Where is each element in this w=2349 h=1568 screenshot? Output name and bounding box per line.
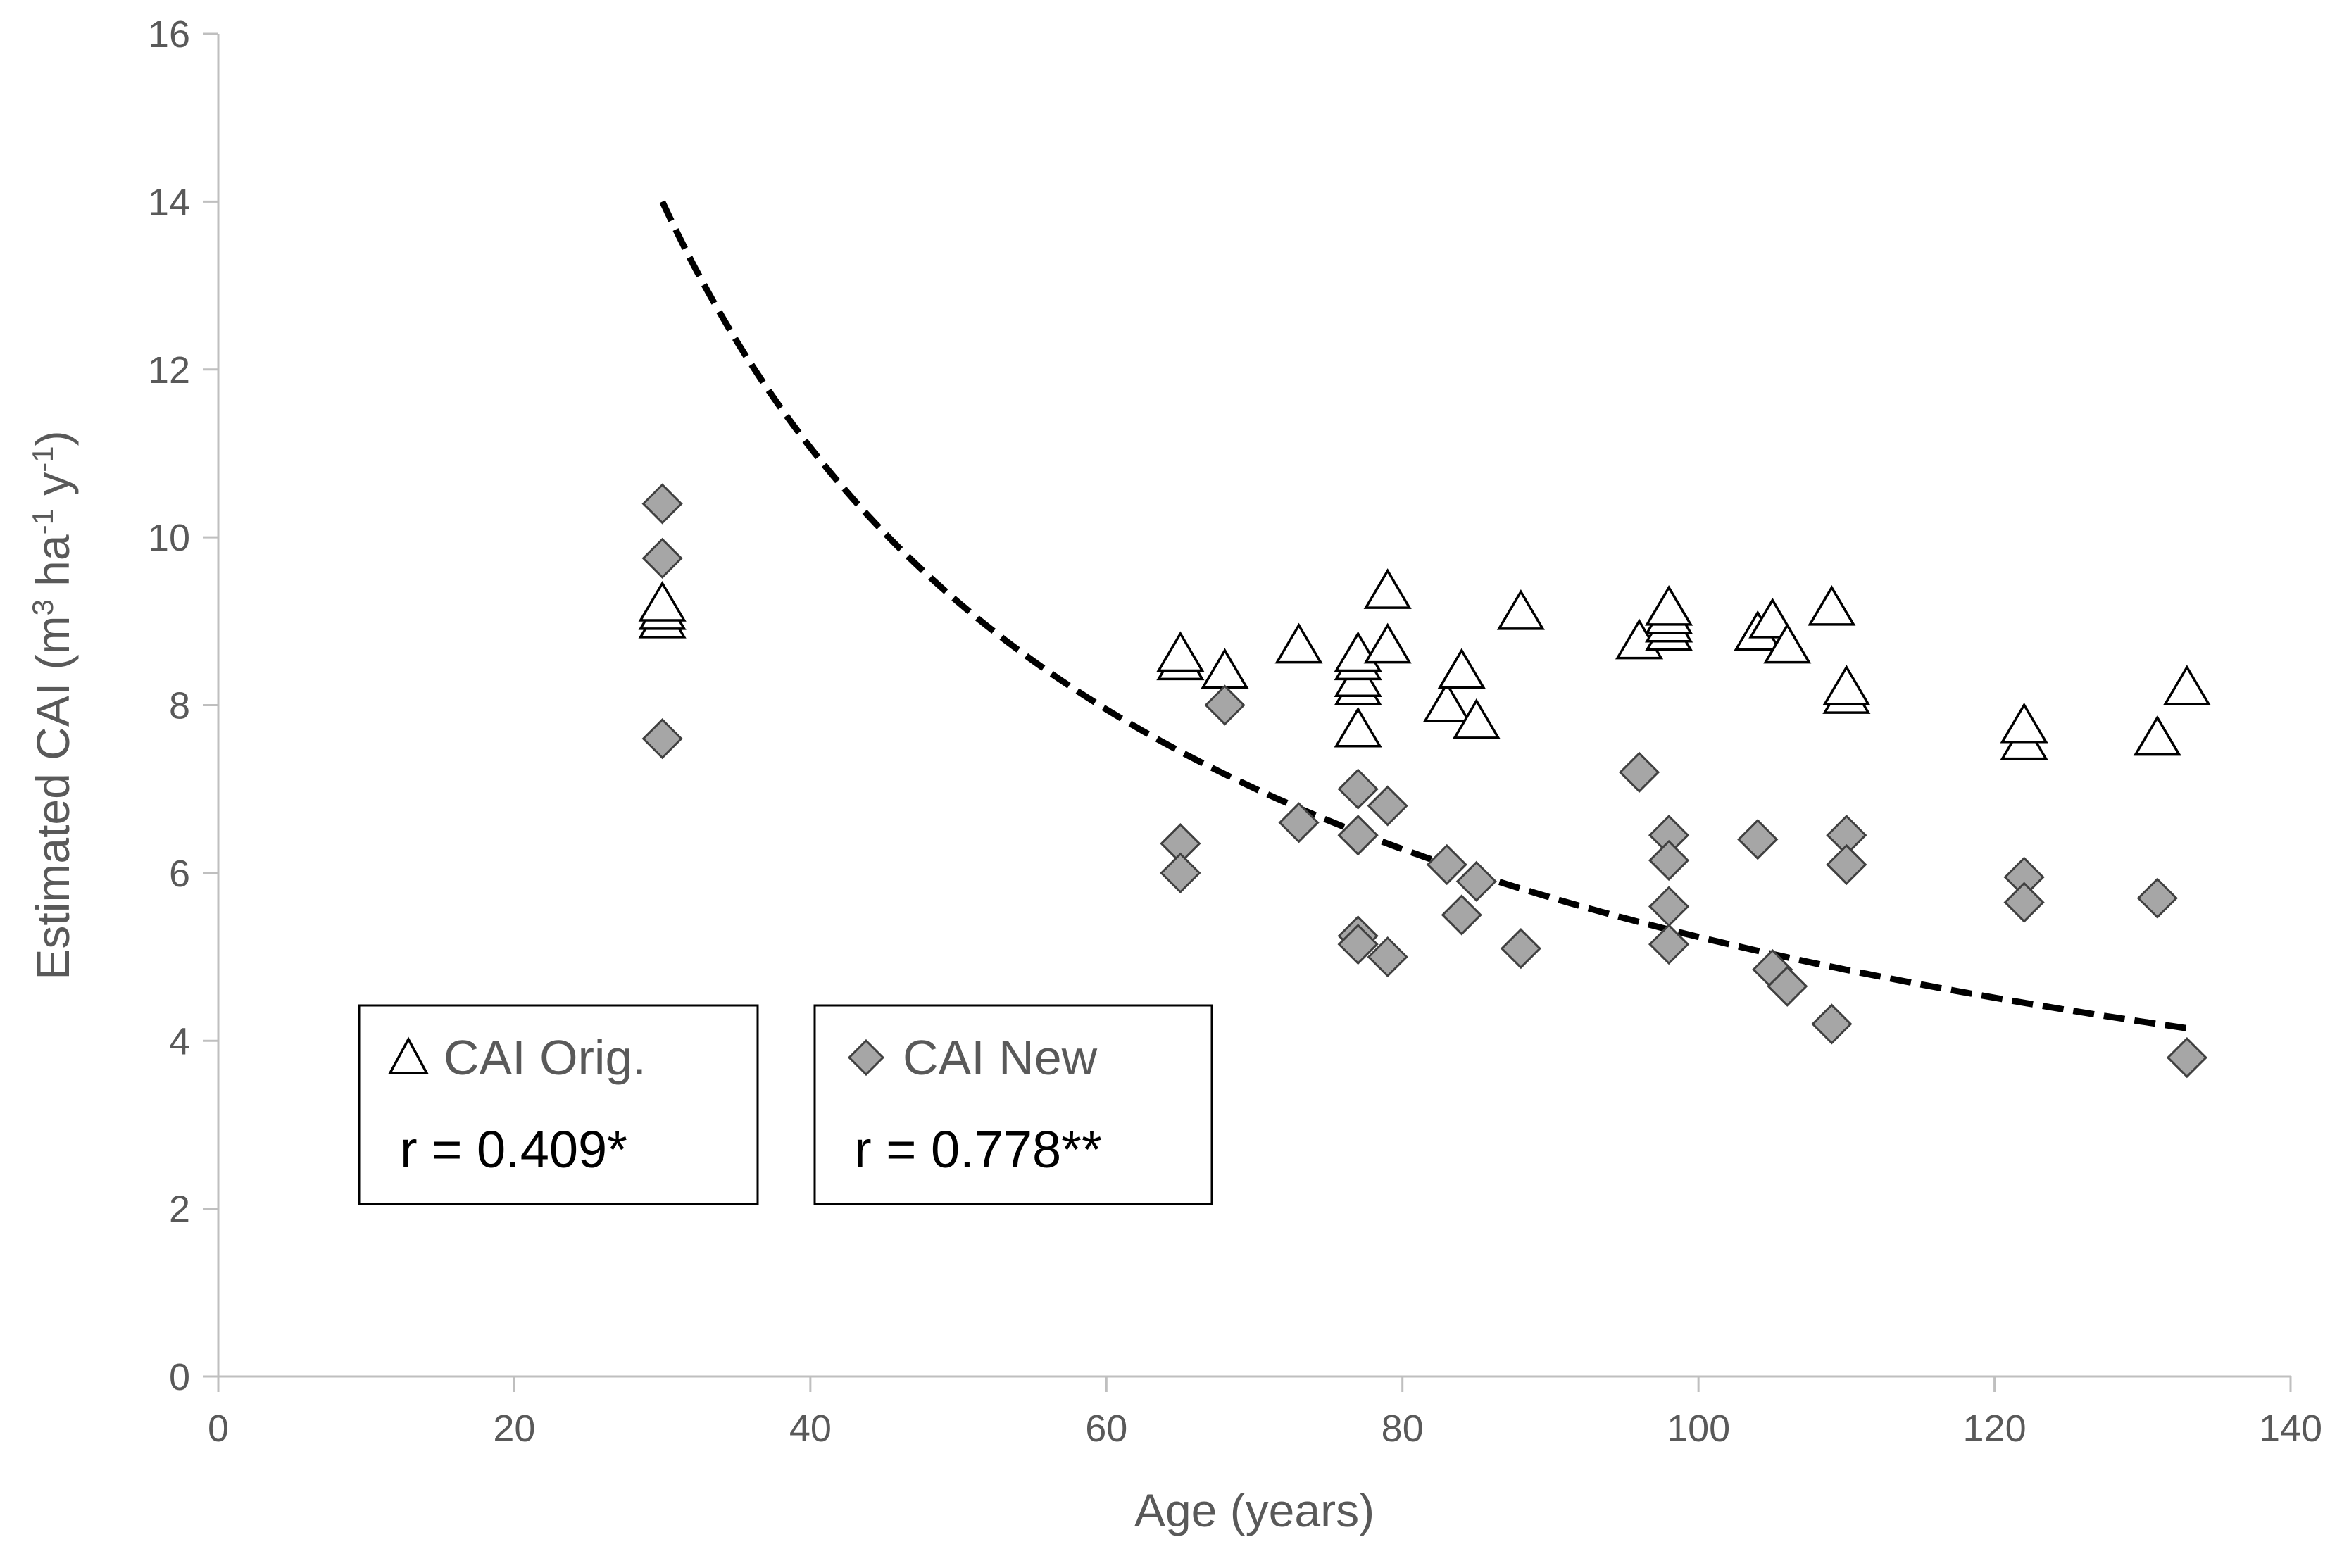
x-tick-label: 20 (493, 1407, 535, 1450)
y-tick-label: 14 (148, 181, 190, 223)
x-tick-label: 60 (1085, 1407, 1127, 1450)
y-axis-title-part: y (27, 472, 79, 508)
y-tick-label: 16 (148, 13, 190, 56)
data-point-cai-new (641, 718, 683, 760)
data-point-cai-orig (1156, 631, 1205, 672)
data-point-cai-new (1441, 894, 1482, 936)
x-tick-label: 80 (1382, 1407, 1424, 1450)
legend-box-cai-orig: CAI Orig. r = 0.409* (358, 1004, 759, 1205)
y-axis-title: Estimated CAI (m3 ha-1 y-1) (26, 430, 80, 979)
data-point-cai-new (1826, 843, 1867, 886)
data-point-cai-orig (1363, 568, 1412, 609)
data-point-cai-new (1337, 768, 1379, 810)
diamond-marker-icon (847, 1039, 885, 1077)
data-point-cai-orig (1808, 584, 1856, 626)
data-point-cai-orig (2162, 665, 2211, 705)
y-tick-label: 12 (148, 349, 190, 391)
data-point-cai-new (1367, 785, 1408, 827)
legend-box-frame (813, 1004, 1213, 1205)
y-axis-title-sup: -1 (26, 446, 59, 472)
axes: 0 2 4 6 8 10 12 14 16 0 20 40 60 80 100 120 140 (148, 13, 2322, 1450)
data-point-cai-orig (1496, 589, 1545, 630)
data-point-cai-new (1811, 1003, 1853, 1045)
data-point-cai-orig (638, 581, 687, 622)
data-point-cai-orig (1452, 698, 1501, 739)
data-point-cai-new (1500, 928, 1542, 970)
data-point-cai-new (1278, 802, 1320, 843)
x-tick-label: 40 (789, 1407, 832, 1450)
legend-label-cai-orig: CAI Orig. (444, 1030, 646, 1085)
legend-box-cai-new: CAI New r = 0.778** (813, 1004, 1213, 1205)
y-tick-label: 0 (169, 1356, 190, 1398)
data-point-cai-new (1648, 839, 1690, 882)
y-axis-title-part: Estimated CAI (m (27, 616, 79, 980)
data-point-cai-orig (1274, 622, 1323, 664)
legend-stat-cai-orig: r = 0.409* (400, 1120, 627, 1179)
legend-box-frame (358, 1004, 759, 1205)
data-point-cai-new (1337, 924, 1379, 965)
data-point-cai-orig (2133, 715, 2181, 756)
y-tick-label: 8 (169, 685, 190, 727)
data-point-cai-new (1337, 815, 1379, 856)
x-tick-label: 120 (1963, 1407, 2027, 1450)
x-tick-label: 0 (208, 1407, 229, 1450)
data-point-cai-orig (1363, 622, 1412, 664)
data-point-cai-new (1618, 751, 1660, 793)
x-axis-title: Age (years) (1134, 1484, 1374, 1536)
legend-stat-cai-new: r = 0.778** (854, 1120, 1102, 1179)
data-point-cai-new (1737, 819, 1779, 860)
x-tick-label: 100 (1667, 1407, 1730, 1450)
y-axis-title-sup: -1 (26, 508, 59, 534)
data-point-cai-new (2136, 877, 2178, 919)
data-point-cai-new (2003, 882, 2045, 923)
data-point-cai-new (1426, 843, 1467, 886)
triangle-marker-icon (388, 1036, 429, 1074)
data-point-cai-orig (2000, 702, 2048, 744)
data-point-cai-new (1160, 852, 1201, 893)
y-axis-title-part: ha (27, 534, 79, 599)
data-point-cai-new (1367, 936, 1408, 978)
y-tick-label: 6 (169, 853, 190, 895)
data-point-cai-new (1455, 860, 1497, 902)
data-point-cai-orig (1822, 665, 1871, 705)
data-point-cai-orig (1748, 597, 1797, 639)
data-point-cai-new (1767, 965, 1808, 1007)
y-axis-title-sup: 3 (26, 599, 59, 615)
y-tick-label: 4 (169, 1020, 190, 1062)
data-point-cai-new (1204, 684, 1246, 726)
trendline (659, 200, 2188, 1031)
y-tick-label: 10 (148, 517, 190, 559)
data-point-cai-new (641, 537, 683, 579)
series-cai-orig (638, 568, 2211, 760)
data-point-cai-orig (1201, 648, 1249, 689)
data-point-cai-orig (1334, 706, 1382, 748)
data-point-cai-orig (1437, 648, 1486, 689)
series-cai-new (641, 483, 2207, 1079)
data-point-cai-new (1648, 886, 1690, 927)
data-point-cai-orig (1645, 584, 1693, 626)
trendline-layer (659, 200, 2188, 1031)
x-tick-label: 140 (2259, 1407, 2322, 1450)
legend-label-cai-new: CAI New (903, 1030, 1098, 1085)
data-point-cai-new (641, 483, 683, 525)
y-axis-title-part: ) (27, 430, 79, 446)
y-tick-label: 2 (169, 1188, 190, 1231)
data-point-cai-orig (1763, 622, 1812, 664)
data-point-cai-new (1648, 924, 1690, 965)
data-point-cai-new (2166, 1036, 2207, 1079)
data-point-cai-orig (1422, 682, 1471, 722)
